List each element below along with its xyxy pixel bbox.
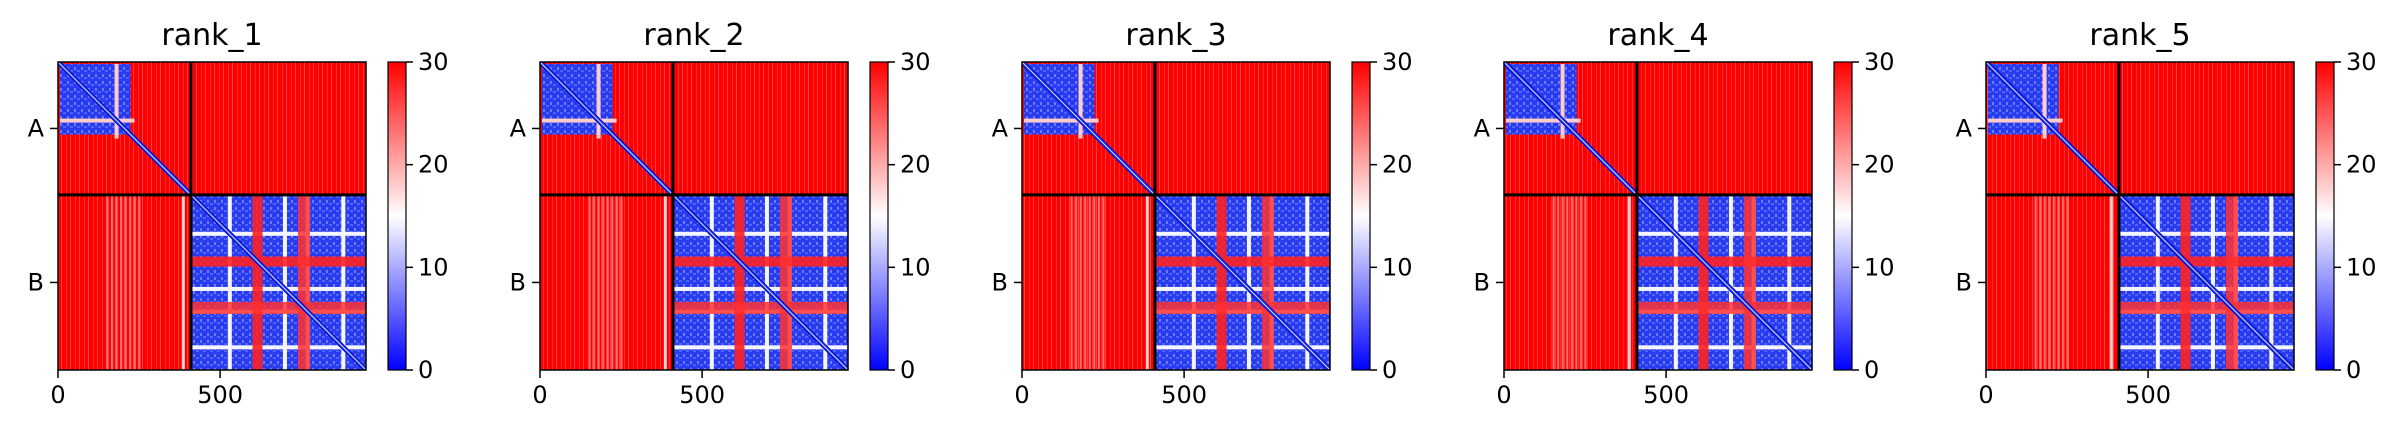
heatmap-cells [1986, 62, 2294, 370]
colorbar [1833, 61, 1853, 371]
panel-title: rank_5 [2089, 18, 2190, 53]
y-tick-label: B [1956, 268, 1972, 296]
y-tick-label: B [510, 268, 526, 296]
y-tick-label: A [28, 114, 45, 142]
x-tick-label: 500 [2125, 381, 2171, 409]
colorbar-tick-label: 0 [2346, 356, 2361, 384]
heatmap-cells [1504, 62, 1812, 370]
y-tick-label: B [1474, 268, 1490, 296]
panel-title: rank_3 [1125, 18, 1226, 53]
heatmap-panel-3: rank_3 0 500 A B 0 10 20 30 [992, 18, 1413, 409]
colorbar-tick-label: 20 [1382, 151, 1413, 179]
x-tick-label: 500 [1161, 381, 1207, 409]
y-tick-label: A [1956, 114, 1973, 142]
colorbar-tick-label: 10 [900, 253, 931, 281]
heatmap-cells [1022, 62, 1330, 370]
colorbar-tick-label: 10 [1382, 253, 1413, 281]
x-tick-label: 0 [1496, 381, 1511, 409]
heatmap-panel-1: rank_1 0 500 A B 0 10 20 30 [28, 18, 449, 409]
colorbar-tick-label: 30 [900, 48, 931, 76]
y-tick-label: A [1474, 114, 1491, 142]
y-tick-label: A [510, 114, 527, 142]
colorbar-tick-label: 10 [418, 253, 449, 281]
heatmap-panel-5: rank_5 0 500 A B 0 10 20 30 [1956, 18, 2377, 409]
axes-frame [1985, 61, 2295, 371]
colorbar-tick-label: 20 [900, 151, 931, 179]
axes-frame [1503, 61, 1813, 371]
panel-title: rank_1 [161, 18, 262, 53]
x-tick-label: 0 [1014, 381, 1029, 409]
colorbar-tick-label: 0 [1864, 356, 1879, 384]
colorbar [387, 61, 407, 371]
colorbar-tick-label: 30 [1382, 48, 1413, 76]
colorbar-tick-label: 0 [418, 356, 433, 384]
x-tick-label: 500 [1643, 381, 1689, 409]
x-tick-label: 500 [197, 381, 243, 409]
axes-frame [539, 61, 849, 371]
colorbar-tick-label: 0 [900, 356, 915, 384]
x-tick-label: 0 [1978, 381, 1993, 409]
colorbar-tick-label: 20 [1864, 151, 1895, 179]
heatmap-panel-4: rank_4 0 500 A B 0 10 20 30 [1474, 18, 1895, 409]
x-tick-label: 0 [532, 381, 547, 409]
x-tick-label: 0 [50, 381, 65, 409]
colorbar-tick-label: 10 [2346, 253, 2377, 281]
colorbar-tick-label: 20 [2346, 151, 2377, 179]
heatmap-cells [540, 62, 848, 370]
axes-frame [57, 61, 367, 371]
panel-title: rank_4 [1607, 18, 1708, 53]
panel-title: rank_2 [643, 18, 744, 53]
heatmap-panel-2: rank_2 0 500 A B 0 10 20 30 [510, 18, 931, 409]
colorbar [1351, 61, 1371, 371]
y-tick-label: B [28, 268, 44, 296]
colorbar-tick-label: 10 [1864, 253, 1895, 281]
colorbar-tick-label: 0 [1382, 356, 1397, 384]
y-tick-label: A [992, 114, 1009, 142]
colorbar-tick-label: 20 [418, 151, 449, 179]
heatmap-cells [58, 62, 366, 370]
axes-frame [1021, 61, 1331, 371]
x-tick-label: 500 [679, 381, 725, 409]
y-tick-label: B [992, 268, 1008, 296]
colorbar-tick-label: 30 [1864, 48, 1895, 76]
colorbar [869, 61, 889, 371]
colorbar-tick-label: 30 [2346, 48, 2377, 76]
colorbar [2315, 61, 2335, 371]
colorbar-tick-label: 30 [418, 48, 449, 76]
